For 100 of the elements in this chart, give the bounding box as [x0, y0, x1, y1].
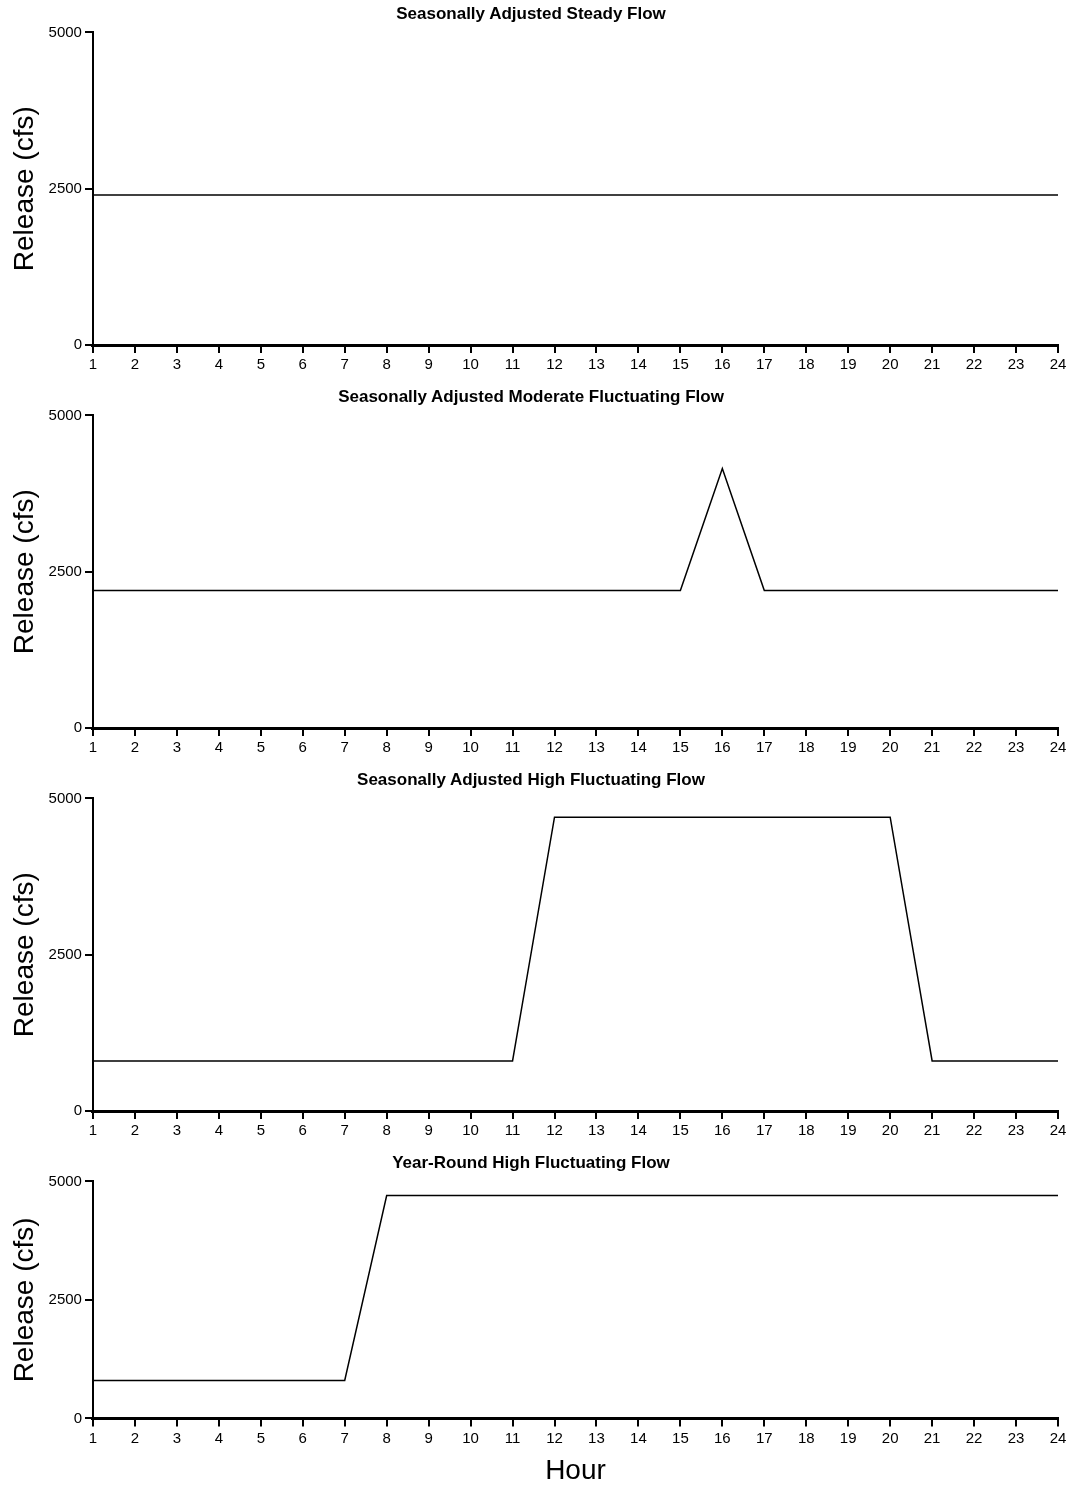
x-tick-label: 12 — [546, 1428, 563, 1446]
x-tick-label: 4 — [214, 1428, 224, 1446]
y-axis-title: Release (cfs) — [7, 872, 39, 1038]
x-tick-label: 18 — [797, 1428, 815, 1446]
x-tick-label: 8 — [382, 738, 391, 756]
x-tick-label: 22 — [965, 355, 983, 373]
x-tick-label: 16 — [713, 1121, 731, 1139]
x-tick-label: 11 — [504, 355, 521, 373]
x-tick-label: 15 — [672, 1428, 689, 1446]
x-tick-label: 18 — [797, 1121, 815, 1139]
y-axis-title: Release (cfs) — [7, 489, 39, 655]
x-tick-label: 13 — [588, 738, 605, 756]
x-tick-label: 20 — [881, 738, 899, 756]
x-tick-label: 4 — [214, 355, 224, 373]
y-tick-label: 0 — [73, 718, 82, 736]
x-tick-label: 16 — [713, 355, 731, 373]
x-tick-label: 19 — [839, 355, 857, 373]
x-tick-label: 14 — [630, 1428, 647, 1446]
x-tick-label: 19 — [839, 1121, 857, 1139]
x-tick-label: 5 — [256, 738, 265, 756]
x-tick-label: 20 — [881, 1428, 899, 1446]
y-tick-label: 5000 — [48, 1171, 82, 1189]
x-tick-label: 7 — [340, 1121, 349, 1139]
x-tick-label: 14 — [630, 355, 647, 373]
x-tick-label: 17 — [755, 1428, 773, 1446]
x-tick-label: 1 — [88, 355, 98, 373]
x-tick-label: 22 — [965, 1428, 983, 1446]
x-tick-label: 14 — [630, 738, 647, 756]
x-tick-label: 3 — [172, 1428, 182, 1446]
x-tick-label: 11 — [504, 738, 521, 756]
x-tick-label: 24 — [1049, 1121, 1067, 1139]
x-tick-label: 15 — [672, 1121, 689, 1139]
x-tick-label: 21 — [923, 1121, 941, 1139]
x-tick-label: 2 — [130, 738, 140, 756]
x-tick-label: 18 — [797, 355, 815, 373]
x-tick-label: 6 — [298, 738, 307, 756]
x-tick-label: 2 — [130, 1121, 140, 1139]
y-tick-label: 2500 — [48, 178, 82, 196]
x-tick-label: 24 — [1049, 738, 1067, 756]
x-tick-label: 12 — [546, 1121, 563, 1139]
x-tick-label: 11 — [504, 1121, 521, 1139]
y-tick-label: 0 — [73, 1408, 82, 1426]
x-tick-label: 8 — [382, 1121, 391, 1139]
x-tick-label: 15 — [672, 355, 689, 373]
x-tick-label: 5 — [256, 1428, 265, 1446]
x-axis-title: Hour — [545, 1453, 606, 1485]
x-tick-label: 14 — [630, 1121, 647, 1139]
x-tick-label: 4 — [214, 1121, 224, 1139]
x-tick-label: 19 — [839, 1428, 857, 1446]
x-tick-label: 6 — [298, 1428, 307, 1446]
x-tick-label: 9 — [424, 738, 433, 756]
x-tick-label: 10 — [462, 738, 479, 756]
x-tick-label: 3 — [172, 738, 182, 756]
x-tick-label: 2 — [130, 1428, 140, 1446]
x-tick-label: 16 — [713, 1428, 731, 1446]
x-tick-label: 6 — [298, 355, 307, 373]
x-tick-label: 24 — [1049, 355, 1067, 373]
x-tick-label: 16 — [713, 738, 731, 756]
x-tick-label: 13 — [588, 1428, 605, 1446]
y-tick-label: 2500 — [48, 944, 82, 962]
y-tick-label: 2500 — [48, 1290, 82, 1308]
y-tick-label: 5000 — [48, 405, 82, 423]
x-tick-label: 21 — [923, 738, 941, 756]
x-tick-label: 9 — [424, 1121, 433, 1139]
x-tick-label: 19 — [839, 738, 857, 756]
x-tick-label: 3 — [172, 355, 182, 373]
x-tick-label: 1 — [88, 1428, 98, 1446]
x-tick-label: 23 — [1007, 1121, 1025, 1139]
x-tick-label: 8 — [382, 355, 391, 373]
x-tick-label: 11 — [504, 1428, 521, 1446]
x-tick-label: 5 — [256, 1121, 265, 1139]
x-tick-label: 17 — [755, 738, 773, 756]
x-tick-label: 9 — [424, 355, 433, 373]
y-axis-title: Release (cfs) — [7, 1217, 39, 1383]
y-tick-label: 2500 — [48, 561, 82, 579]
x-tick-label: 12 — [546, 355, 563, 373]
x-tick-label: 10 — [462, 1121, 479, 1139]
x-tick-label: 10 — [462, 355, 479, 373]
chart-title: Seasonally Adjusted High Fluctuating Flow — [357, 769, 706, 789]
chart-title: Seasonally Adjusted Moderate Fluctuating Flow — [338, 386, 725, 406]
x-tick-label: 21 — [923, 1428, 941, 1446]
x-tick-label: 8 — [382, 1428, 391, 1446]
x-tick-label: 10 — [462, 1428, 479, 1446]
x-tick-label: 13 — [588, 355, 605, 373]
x-tick-label: 23 — [1007, 355, 1025, 373]
x-tick-label: 22 — [965, 738, 983, 756]
x-tick-label: 1 — [88, 738, 98, 756]
x-tick-label: 13 — [588, 1121, 605, 1139]
chart-title: Seasonally Adjusted Steady Flow — [396, 3, 667, 23]
x-tick-label: 17 — [755, 1121, 773, 1139]
x-tick-label: 17 — [755, 355, 773, 373]
x-tick-label: 15 — [672, 738, 689, 756]
x-tick-label: 1 — [88, 1121, 98, 1139]
y-axis-title: Release (cfs) — [7, 106, 39, 272]
x-tick-label: 20 — [881, 1121, 899, 1139]
x-tick-label: 22 — [965, 1121, 983, 1139]
x-tick-label: 18 — [797, 738, 815, 756]
y-tick-label: 0 — [73, 1101, 82, 1119]
chart-title: Year-Round High Fluctuating Flow — [392, 1152, 671, 1172]
x-tick-label: 24 — [1049, 1428, 1067, 1446]
